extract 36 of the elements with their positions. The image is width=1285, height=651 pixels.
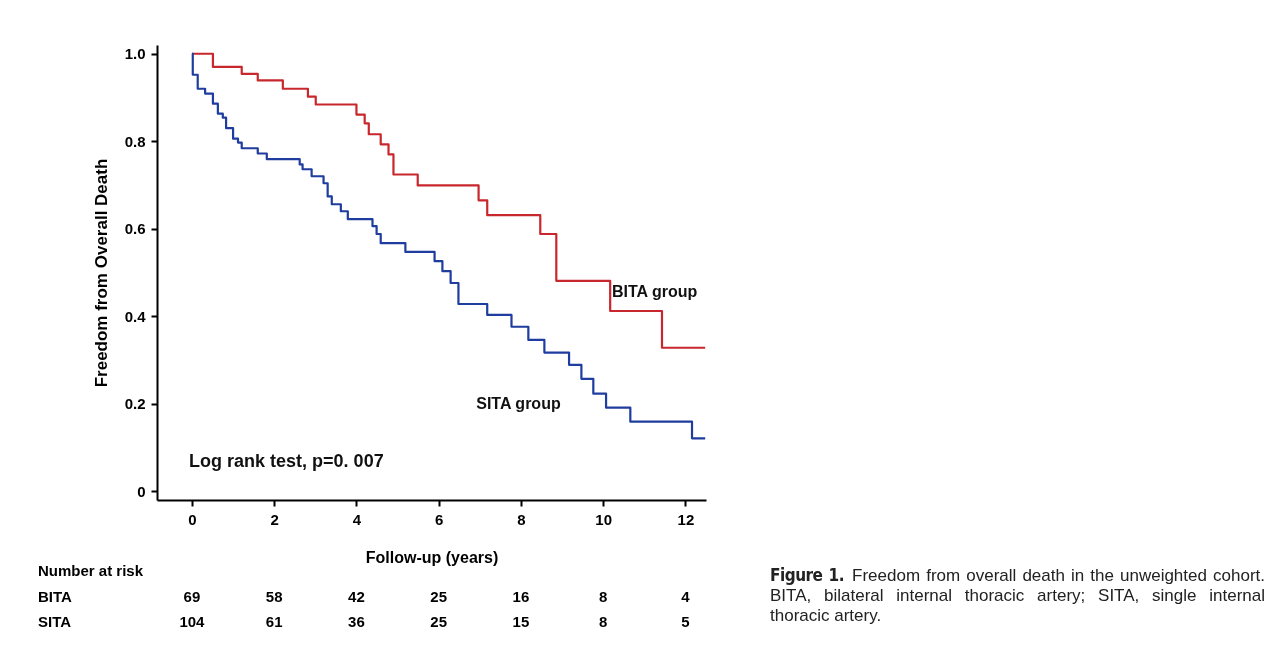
text: 8	[599, 588, 608, 605]
text: 25	[430, 613, 448, 630]
text: 104	[179, 613, 206, 630]
x-tick-label: 4	[352, 510, 362, 528]
x-tick-label: 2	[270, 510, 279, 528]
annotation: Log rank test, p=0. 007	[189, 451, 384, 472]
text: 61	[265, 613, 283, 630]
text: 58	[265, 588, 283, 605]
text: 25	[430, 588, 448, 605]
x-axis-title: Follow-up (years)	[365, 548, 499, 566]
text: 36	[348, 613, 365, 630]
y-tick-label: 0.4	[124, 307, 147, 325]
y-tick-label: 0.6	[124, 220, 146, 238]
x-tick-label: 8	[517, 510, 526, 528]
text: Number at risk	[38, 562, 144, 579]
series-label: BITA group	[611, 283, 698, 301]
text: 69	[183, 588, 201, 605]
series-label: SITA group	[476, 394, 561, 412]
text: 15	[512, 613, 530, 630]
caption: Figure 1.	[770, 565, 845, 585]
text: 42	[348, 588, 365, 605]
x-tick-label: 12	[677, 510, 695, 528]
y-tick-label: 0	[137, 482, 146, 500]
text: SITA	[38, 613, 72, 630]
text: 16	[512, 588, 530, 605]
text: 5	[681, 613, 690, 630]
text: 8	[599, 613, 608, 630]
x-tick-label: 6	[435, 510, 444, 528]
y-tick-label: 1.0	[124, 45, 146, 63]
x-tick-label: 10	[595, 510, 613, 528]
y-tick-label: 0.2	[124, 395, 146, 413]
y-axis-title: Freedom from Overall Death	[91, 158, 111, 388]
text: 4	[681, 588, 691, 605]
y-tick-label: 0.8	[124, 132, 146, 150]
text: BITA	[38, 588, 73, 605]
x-tick-label: 0	[188, 510, 197, 528]
